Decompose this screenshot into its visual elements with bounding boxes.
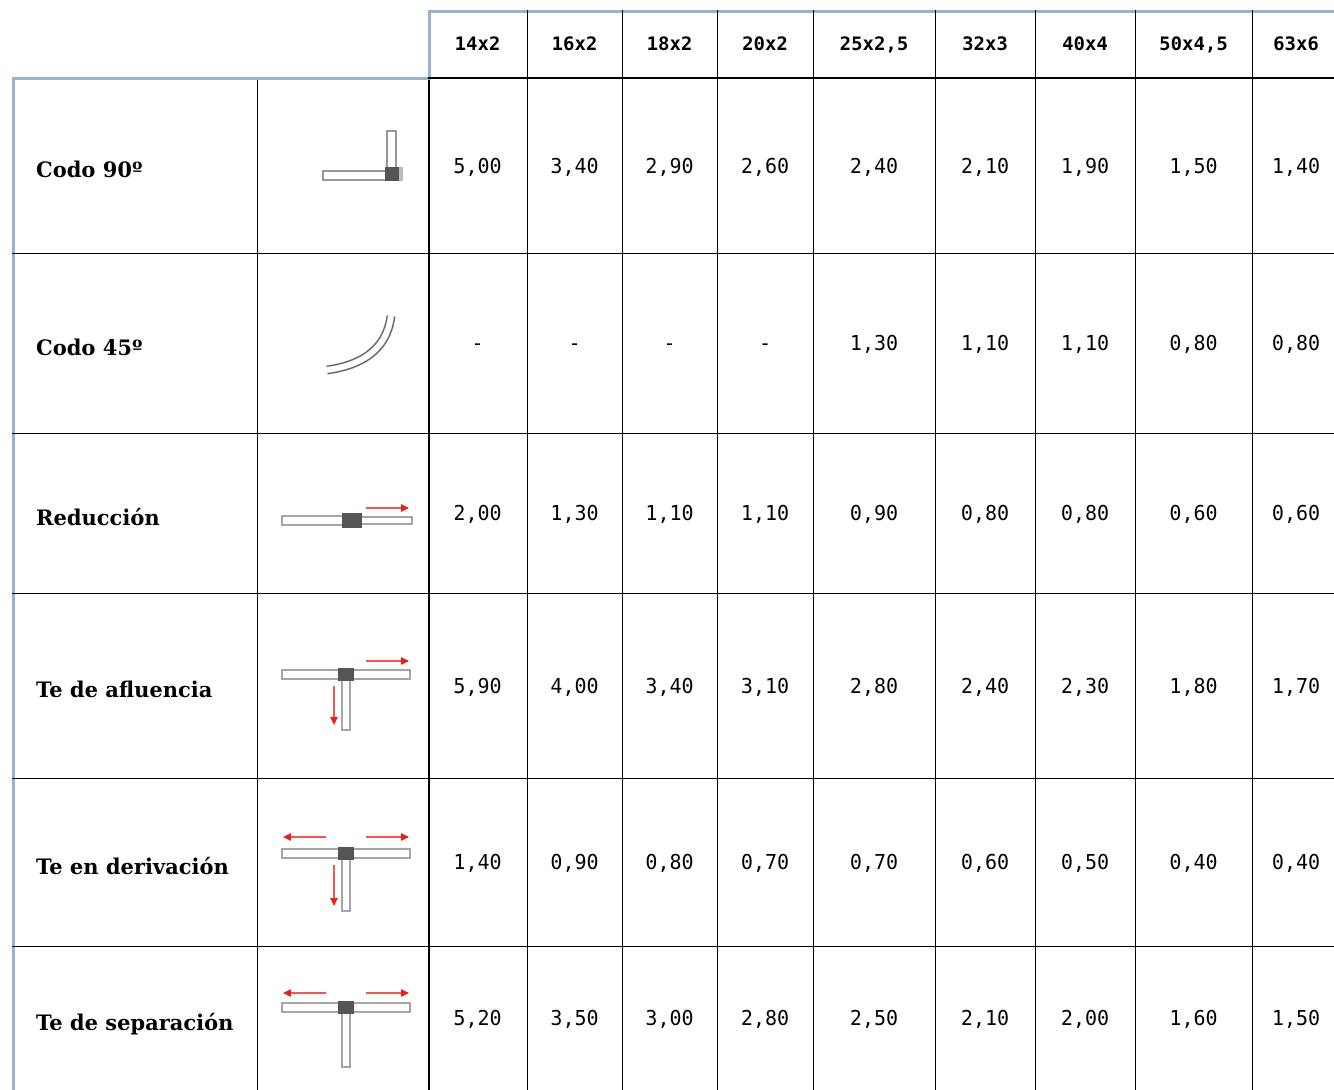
table-cell: 4,00 <box>550 673 599 698</box>
table-cell: 0,90 <box>849 501 899 525</box>
column-divider <box>813 10 814 1090</box>
row-divider <box>12 433 1334 434</box>
column-divider <box>428 80 430 1090</box>
table-cell: 1,40 <box>453 850 502 874</box>
table-cell: - <box>758 331 772 355</box>
row-label: Reducción <box>36 504 160 530</box>
table-cell: 2,30 <box>1060 673 1110 698</box>
column-header: 50x4,5 <box>1159 33 1228 55</box>
row-label: Te de afluencia <box>36 677 213 702</box>
header-left-border <box>428 10 431 80</box>
table-cell: - <box>471 331 484 355</box>
table-cell: 1,90 <box>1060 153 1110 178</box>
table-cell: 2,80 <box>849 673 899 698</box>
column-header: 25x2,5 <box>839 33 909 55</box>
table-cell: 2,10 <box>960 1006 1010 1030</box>
table-cell: 0,50 <box>1060 850 1110 874</box>
elbow-90-icon <box>258 78 428 253</box>
column-header: 40x4 <box>1062 33 1108 55</box>
column-divider <box>935 10 936 1090</box>
table-cell: 5,00 <box>453 153 502 178</box>
table-cell: 1,70 <box>1271 673 1321 698</box>
table-cell: 5,90 <box>453 673 502 698</box>
column-header: 63x6 <box>1273 33 1319 55</box>
row-label: Te de separación <box>36 1009 234 1035</box>
table-cell: 3,00 <box>645 1006 694 1030</box>
table-cell: 0,80 <box>1271 331 1321 355</box>
row-label: Codo 90º <box>36 157 143 182</box>
row-label: Codo 45º <box>36 334 143 360</box>
header-top-border <box>428 10 1334 13</box>
table-cell: 1,10 <box>645 501 694 525</box>
table-cell: 3,40 <box>645 673 694 698</box>
column-header: 14x2 <box>454 33 501 55</box>
table-cell: 2,00 <box>453 501 502 525</box>
table-cell: 0,70 <box>740 850 790 874</box>
column-header: 20x2 <box>742 33 788 55</box>
column-divider <box>527 10 528 1090</box>
table-cell: 0,80 <box>1169 331 1218 355</box>
table-cell: 1,80 <box>1169 673 1218 698</box>
table-cell: 0,70 <box>849 850 899 874</box>
table-cell: 0,60 <box>1271 501 1321 525</box>
reduction-icon <box>258 433 428 593</box>
table-cell: 1,10 <box>960 331 1010 355</box>
table-cell: 1,60 <box>1169 1006 1218 1030</box>
table-cell: 1,50 <box>1169 153 1218 178</box>
table-cell: 0,80 <box>960 501 1010 525</box>
table-cell: 0,40 <box>1169 850 1218 874</box>
column-header: 32x3 <box>962 33 1008 55</box>
column-header: 16x2 <box>551 33 598 55</box>
column-divider <box>717 10 718 1090</box>
table-cell: 1,30 <box>849 331 899 355</box>
table-top-border <box>12 77 430 80</box>
table-cell: 3,40 <box>550 153 599 178</box>
column-header: 18x2 <box>646 33 693 55</box>
table-cell: 3,10 <box>740 673 790 698</box>
row-divider <box>12 253 1334 254</box>
column-divider <box>257 80 258 1090</box>
tee-confluence-icon <box>258 593 428 778</box>
column-divider <box>1035 10 1036 1090</box>
table-cell: 0,60 <box>1169 501 1218 525</box>
column-divider <box>1252 10 1253 1090</box>
tee-separation-icon <box>258 946 428 1090</box>
column-divider <box>1135 10 1136 1090</box>
table-cell: 1,50 <box>1271 1006 1321 1030</box>
table-cell: 2,40 <box>849 153 899 178</box>
table-cell: 1,10 <box>740 501 790 525</box>
table-cell: 2,50 <box>849 1006 899 1030</box>
table-cell: 0,40 <box>1271 850 1321 874</box>
table-cell: 0,80 <box>645 850 694 874</box>
table-cell: 0,60 <box>960 850 1010 874</box>
row-divider <box>12 778 1334 779</box>
table-cell: 1,10 <box>1060 331 1110 355</box>
header-bottom-line <box>428 77 1334 79</box>
table-cell: 0,80 <box>1060 501 1110 525</box>
table-cell: 5,20 <box>453 1006 502 1030</box>
table-cell: 2,80 <box>740 1006 790 1030</box>
table-cell: 2,90 <box>645 153 694 178</box>
table-cell: 2,10 <box>960 153 1010 178</box>
elbow-45-icon <box>258 253 428 433</box>
table-cell: 3,50 <box>550 1006 599 1030</box>
table-cell: - <box>568 331 581 355</box>
table-cell: - <box>663 331 676 355</box>
table-cell: 2,40 <box>960 673 1010 698</box>
row-label: Te en derivación <box>36 853 229 879</box>
table-cell: 0,90 <box>550 850 599 874</box>
table-cell: 2,00 <box>1060 1006 1110 1030</box>
tee-branch-icon <box>258 778 428 946</box>
table-cell: 2,60 <box>740 153 790 178</box>
column-divider <box>622 10 623 1090</box>
table-cell: 1,40 <box>1271 153 1321 178</box>
row-divider <box>12 946 1334 947</box>
row-divider <box>12 593 1334 594</box>
table-cell: 1,30 <box>550 501 599 525</box>
table-left-border <box>12 77 15 1090</box>
